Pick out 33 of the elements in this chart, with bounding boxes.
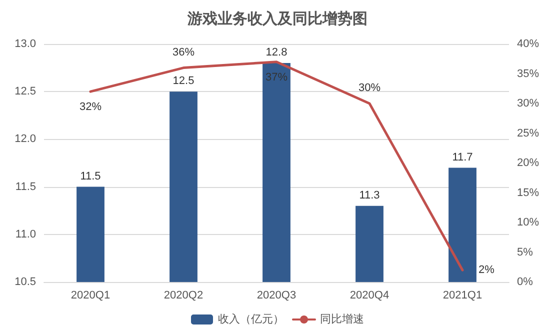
chart-title: 游戏业务收入及同比增势图 bbox=[186, 10, 368, 28]
y-tick-label: 12.0 bbox=[14, 133, 36, 146]
y2-tick-label: 10% bbox=[517, 216, 540, 228]
y2-tick-label: 30% bbox=[517, 98, 540, 110]
y2-tick-label: 0% bbox=[517, 276, 534, 288]
x-tick-label: 2020Q1 bbox=[70, 290, 110, 302]
data-label: 36% bbox=[172, 46, 195, 58]
data-label: 12.5 bbox=[172, 75, 194, 88]
legend-label: 收入（亿元） bbox=[218, 312, 284, 326]
y2-tick-label: 40% bbox=[517, 38, 540, 50]
y-tick-label: 11.0 bbox=[15, 228, 36, 240]
y2-tick-label: 5% bbox=[517, 246, 534, 258]
y2-tick-label: 35% bbox=[517, 68, 540, 80]
data-label: 37% bbox=[265, 71, 288, 84]
data-label: 11.7 bbox=[452, 151, 473, 164]
legend-label: 同比增速 bbox=[320, 312, 364, 326]
y-tick-label: 12.5 bbox=[14, 86, 36, 98]
y-tick-label: 11.5 bbox=[15, 180, 36, 193]
data-label: 30% bbox=[358, 82, 381, 94]
y2-tick-label: 25% bbox=[517, 127, 540, 140]
data-label: 32% bbox=[79, 101, 102, 114]
data-label: 2% bbox=[478, 264, 495, 276]
y-tick-label: 13.0 bbox=[14, 38, 36, 50]
data-label: 12.8 bbox=[266, 46, 288, 59]
y2-tick-label: 20% bbox=[517, 157, 540, 169]
y2-tick-label: 15% bbox=[517, 186, 540, 199]
data-label: 11.5 bbox=[80, 170, 101, 182]
x-tick-label: 2020Q4 bbox=[350, 290, 390, 302]
y-tick-label: 10.5 bbox=[14, 276, 36, 288]
x-tick-label: 2020Q2 bbox=[164, 290, 204, 302]
x-tick-label: 2021Q1 bbox=[442, 290, 482, 302]
data-label: 11.3 bbox=[359, 189, 380, 202]
x-tick-label: 2020Q3 bbox=[256, 290, 296, 302]
